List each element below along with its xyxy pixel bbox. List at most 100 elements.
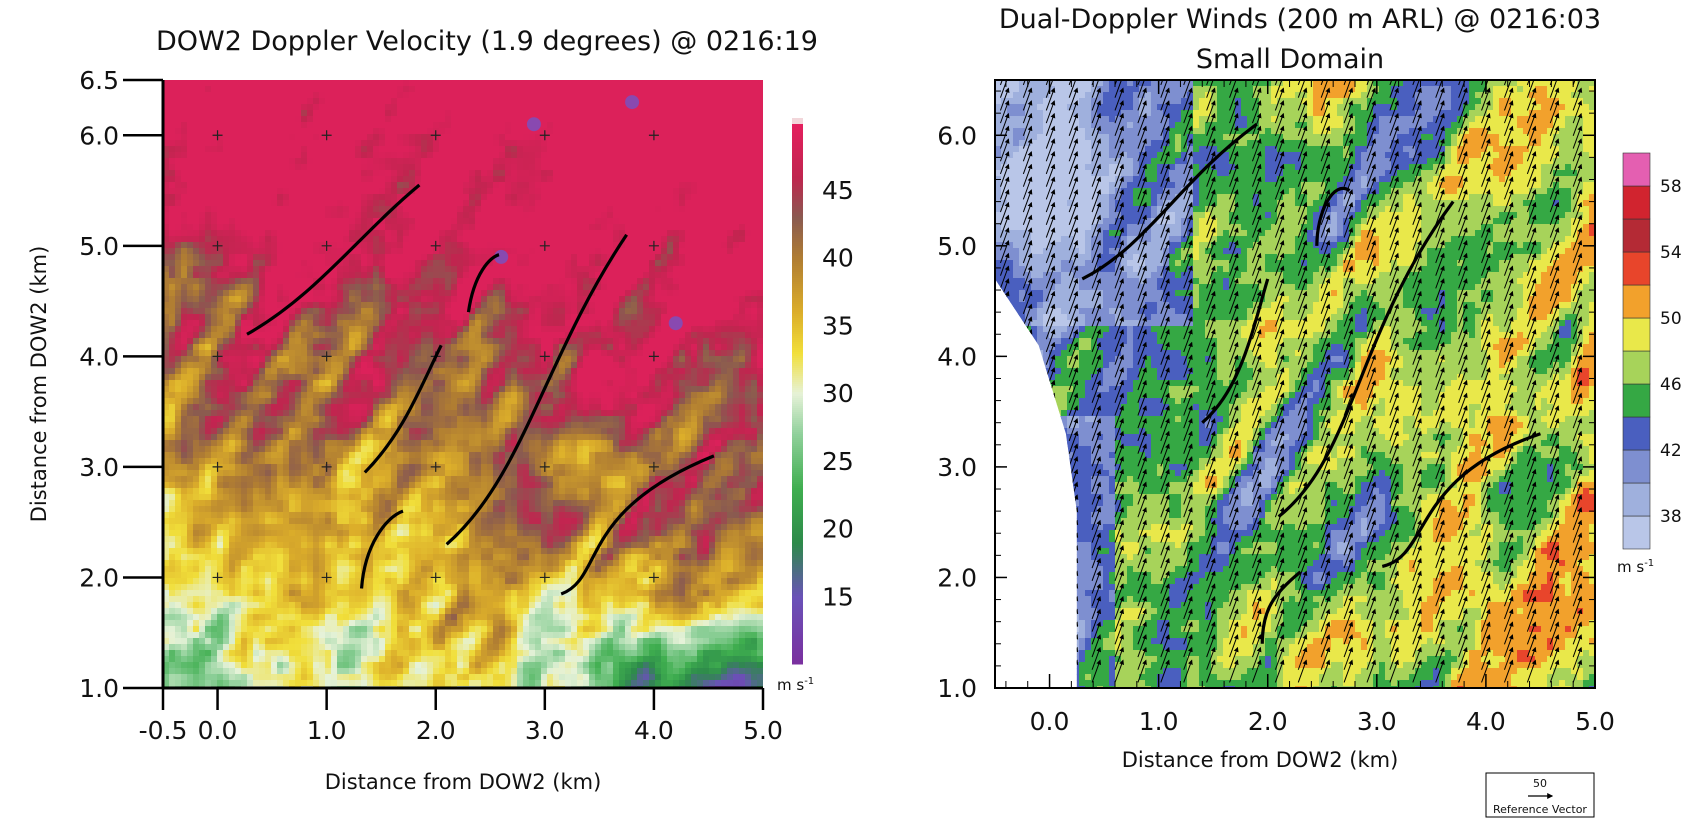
wind-vector: [1068, 278, 1079, 302]
wind-vector: [1068, 608, 1079, 632]
wind-vector: [1458, 278, 1468, 302]
wind-vector: [1206, 430, 1216, 454]
wind-vector: [1320, 303, 1331, 327]
wind-vector: [1251, 316, 1262, 340]
wind-vector: [1229, 494, 1239, 518]
wind-vector: [1274, 189, 1285, 213]
wind-vector: [1366, 138, 1376, 162]
wind-vector: [1389, 456, 1399, 480]
wind-vector: [1526, 443, 1537, 467]
wind-vector: [1503, 519, 1514, 543]
wind-vector: [1206, 278, 1216, 302]
wind-vector: [1503, 468, 1514, 492]
wind-vector: [1091, 583, 1102, 607]
wind-vector: [1045, 163, 1056, 187]
wind-vector: [1206, 519, 1216, 543]
wind-vector: [1068, 125, 1079, 149]
wind-vector: [1526, 659, 1537, 683]
wind-vector: [1137, 468, 1147, 492]
wind-vector: [1045, 481, 1056, 505]
wind-vector: [1549, 659, 1560, 683]
wind-vector: [1022, 659, 1033, 683]
wind-vector: [1481, 392, 1491, 416]
wind-vector: [999, 532, 1010, 556]
wind-vector: [1503, 646, 1514, 670]
wind-vector: [1160, 456, 1170, 480]
wind-vector: [1572, 214, 1583, 238]
wind-vector: [1114, 583, 1124, 607]
wind-vector: [1526, 201, 1537, 225]
wind-vector: [1389, 557, 1399, 581]
wind-vector: [1458, 252, 1468, 276]
wind-vector: [1229, 316, 1239, 340]
wind-vector: [1572, 570, 1583, 594]
wind-vector: [1045, 506, 1056, 531]
wind-vector: [999, 341, 1010, 365]
wind-vector: [1160, 430, 1170, 454]
wind-vector: [1549, 417, 1560, 442]
wind-vector: [1435, 329, 1445, 353]
wind-vector: [1114, 532, 1124, 556]
wind-vector: [1572, 379, 1583, 403]
wind-vector: [1458, 316, 1468, 340]
wind-vector: [1274, 405, 1285, 429]
wind-vector: [1022, 557, 1033, 581]
wind-vector: [1022, 430, 1033, 454]
wind-vector: [1022, 506, 1033, 531]
wind-vector: [1503, 557, 1514, 581]
wind-vector: [1297, 214, 1308, 238]
wind-vector: [1549, 189, 1560, 213]
wind-vector: [1343, 494, 1354, 518]
wind-vector: [1251, 341, 1262, 365]
wind-vector: [1274, 176, 1285, 200]
wind-vector: [1183, 290, 1193, 314]
wind-vector: [1412, 405, 1422, 429]
colorbar-label: 30: [822, 379, 854, 408]
wind-vector: [1343, 151, 1354, 175]
wind-vector: [1320, 341, 1331, 365]
wind-vector: [1458, 646, 1468, 670]
wind-vector: [1045, 634, 1056, 658]
grid-plus-marker: [212, 572, 223, 583]
wind-vector: [1481, 595, 1491, 620]
wind-vector: [1366, 621, 1376, 645]
wind-vector: [999, 481, 1010, 505]
x-tick-label: 3.0: [1357, 707, 1397, 736]
wind-vector: [1343, 430, 1354, 454]
wind-vector: [1435, 201, 1445, 225]
wind-vector: [1366, 417, 1376, 442]
wind-vector: [1503, 545, 1514, 569]
colorbar-label: 25: [822, 447, 854, 476]
wind-vector: [1137, 112, 1147, 136]
wind-vector: [1412, 163, 1422, 187]
wind-vector: [1274, 456, 1285, 480]
grid-plus-marker: [539, 572, 550, 583]
wind-vector: [1183, 240, 1193, 264]
left-panel-doppler-velocity: DOW2 Doppler Velocity (1.9 degrees) @ 02…: [27, 26, 854, 794]
wind-vector: [1458, 443, 1468, 467]
wind-vector: [1435, 265, 1445, 289]
wind-vector: [1503, 354, 1514, 378]
wind-vector: [1458, 303, 1468, 327]
wind-vector: [1137, 176, 1147, 200]
wind-vector: [1297, 532, 1308, 556]
wind-vector: [1481, 329, 1491, 353]
wind-vector: [999, 417, 1010, 442]
wind-vector: [1572, 227, 1583, 251]
wind-vector: [1114, 545, 1124, 569]
wind-vector: [1526, 621, 1537, 645]
wind-vector: [999, 583, 1010, 607]
wind-vector: [1297, 659, 1308, 683]
wind-vector: [1091, 443, 1102, 467]
wind-vector: [1274, 392, 1285, 416]
wind-vector: [1389, 417, 1399, 442]
wind-vector: [1274, 595, 1285, 620]
wind-vector: [1297, 456, 1308, 480]
wind-vector: [1320, 519, 1331, 543]
wind-vector: [1251, 329, 1262, 353]
wind-vector: [1435, 303, 1445, 327]
wind-vector: [1137, 634, 1147, 658]
wind-vector: [1183, 443, 1193, 467]
y-tick-label: 6.0: [79, 121, 119, 150]
wind-vector: [1389, 405, 1399, 429]
